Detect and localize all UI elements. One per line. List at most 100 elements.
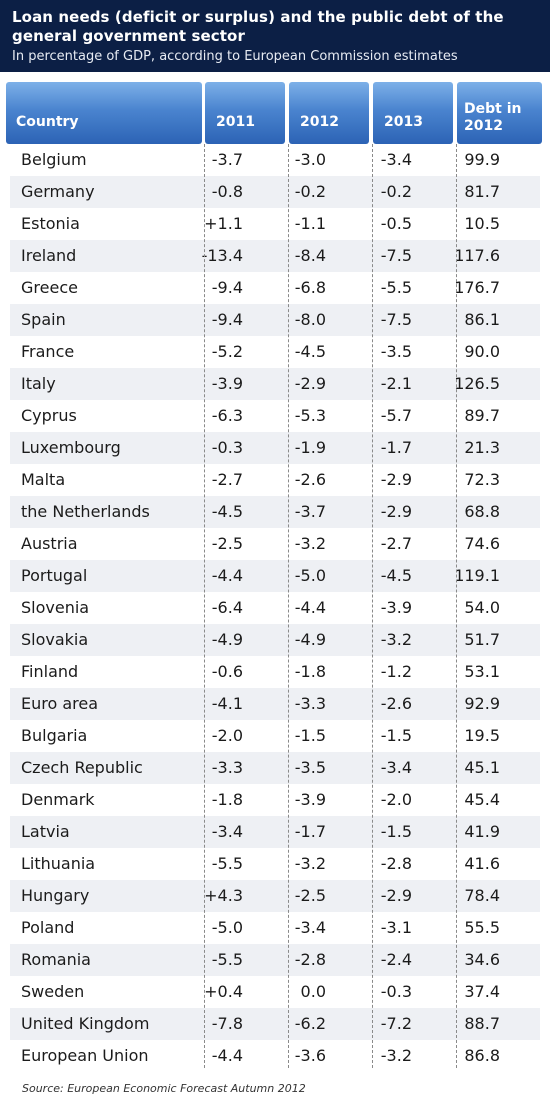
debt-2012-cell: 41.9 (464, 822, 500, 841)
value-2012-cell: -6.2 (294, 1014, 326, 1033)
country-cell: Sweden (21, 982, 85, 1001)
debt-2012-cell: 92.9 (464, 694, 500, 713)
value-2012-cell: -3.6 (294, 1046, 326, 1065)
debt-2012-cell: 54.0 (464, 598, 500, 617)
country-cell: Romania (21, 950, 91, 969)
value-2012-cell: -5.3 (294, 406, 326, 425)
debt-2012-cell: 45.1 (464, 758, 500, 777)
value-2012-cell: -3.7 (294, 502, 326, 521)
table-row: Greece -9.4 -6.8 -5.5 176.7 (10, 272, 540, 304)
debt-2012-cell: 81.7 (464, 182, 500, 201)
value-2011-cell: -4.1 (211, 694, 243, 713)
value-2011-cell: +0.4 (204, 982, 243, 1001)
debt-2012-cell: 176.7 (454, 278, 500, 297)
country-cell: United Kingdom (21, 1014, 150, 1033)
table-row: Sweden +0.4 0.0 -0.3 37.4 (10, 976, 540, 1008)
value-2011-cell: -4.5 (211, 502, 243, 521)
value-2011-cell: -7.8 (211, 1014, 243, 1033)
debt-2012-cell: 19.5 (464, 726, 500, 745)
header-2012: 2012 (289, 82, 369, 144)
value-2011-cell: +1.1 (204, 214, 243, 233)
header-debt-label: Debt in 2012 (464, 101, 522, 134)
value-2013-cell: -7.5 (380, 310, 412, 329)
column-divider (204, 144, 205, 1068)
value-2011-cell: -0.8 (211, 182, 243, 201)
header-country: Country (6, 82, 202, 144)
value-2013-cell: -3.2 (380, 630, 412, 649)
value-2013-cell: -2.8 (380, 854, 412, 873)
value-2013-cell: -2.9 (380, 502, 412, 521)
debt-2012-cell: 10.5 (464, 214, 500, 233)
value-2012-cell: -3.2 (294, 534, 326, 553)
value-2013-cell: -0.5 (380, 214, 412, 233)
debt-2012-cell: 34.6 (464, 950, 500, 969)
value-2011-cell: -2.0 (211, 726, 243, 745)
debt-2012-cell: 37.4 (464, 982, 500, 1001)
value-2011-cell: -4.4 (211, 566, 243, 585)
debt-2012-cell: 90.0 (464, 342, 500, 361)
value-2011-cell: +4.3 (204, 886, 243, 905)
debt-2012-cell: 117.6 (454, 246, 500, 265)
debt-2012-cell: 119.1 (454, 566, 500, 585)
column-divider (456, 144, 457, 1068)
table-row: Malta -2.7 -2.6 -2.9 72.3 (10, 464, 540, 496)
value-2013-cell: -5.5 (380, 278, 412, 297)
value-2013-cell: -3.2 (380, 1046, 412, 1065)
value-2012-cell: -1.7 (294, 822, 326, 841)
header-debt: Debt in 2012 (457, 82, 542, 144)
debt-2012-cell: 99.9 (464, 150, 500, 169)
value-2013-cell: -1.5 (380, 726, 412, 745)
debt-2012-cell: 51.7 (464, 630, 500, 649)
table-row: United Kingdom -7.8 -6.2 -7.2 88.7 (10, 1008, 540, 1040)
country-cell: Portugal (21, 566, 88, 585)
source-note: Source: European Economic Forecast Autum… (22, 1082, 306, 1095)
country-cell: Ireland (21, 246, 77, 265)
chart-subtitle: In percentage of GDP, according to Europ… (12, 49, 458, 64)
value-2013-cell: -3.9 (380, 598, 412, 617)
country-cell: Spain (21, 310, 66, 329)
country-cell: Hungary (21, 886, 90, 905)
value-2011-cell: -0.3 (211, 438, 243, 457)
table-row: Italy -3.9 -2.9 -2.1 126.5 (10, 368, 540, 400)
value-2013-cell: -2.9 (380, 470, 412, 489)
header-2011: 2011 (205, 82, 285, 144)
column-divider (288, 144, 289, 1068)
country-cell: Bulgaria (21, 726, 88, 745)
value-2011-cell: -13.4 (201, 246, 243, 265)
value-2012-cell: -3.2 (294, 854, 326, 873)
debt-2012-cell: 53.1 (464, 662, 500, 681)
value-2012-cell: -4.5 (294, 342, 326, 361)
value-2011-cell: -2.5 (211, 534, 243, 553)
value-2013-cell: -2.6 (380, 694, 412, 713)
value-2012-cell: -8.4 (294, 246, 326, 265)
country-cell: Czech Republic (21, 758, 143, 777)
value-2011-cell: -3.7 (211, 150, 243, 169)
debt-2012-cell: 68.8 (464, 502, 500, 521)
table-row: Slovenia -6.4 -4.4 -3.9 54.0 (10, 592, 540, 624)
value-2011-cell: -3.4 (211, 822, 243, 841)
value-2013-cell: -5.7 (380, 406, 412, 425)
value-2013-cell: -2.9 (380, 886, 412, 905)
value-2012-cell: -1.1 (294, 214, 326, 233)
value-2011-cell: -5.5 (211, 950, 243, 969)
value-2012-cell: -4.9 (294, 630, 326, 649)
value-2012-cell: -8.0 (294, 310, 326, 329)
country-cell: Latvia (21, 822, 70, 841)
value-2013-cell: -0.3 (380, 982, 412, 1001)
country-cell: European Union (21, 1046, 149, 1065)
debt-2012-cell: 45.4 (464, 790, 500, 809)
value-2012-cell: -6.8 (294, 278, 326, 297)
table-row: Hungary +4.3 -2.5 -2.9 78.4 (10, 880, 540, 912)
table-row: Romania -5.5 -2.8 -2.4 34.6 (10, 944, 540, 976)
table-row: Slovakia -4.9 -4.9 -3.2 51.7 (10, 624, 540, 656)
value-2011-cell: -4.9 (211, 630, 243, 649)
table-row: Belgium -3.7 -3.0 -3.4 99.9 (10, 144, 540, 176)
table-row: Cyprus -6.3 -5.3 -5.7 89.7 (10, 400, 540, 432)
value-2012-cell: -2.8 (294, 950, 326, 969)
value-2011-cell: -5.5 (211, 854, 243, 873)
value-2012-cell: -1.8 (294, 662, 326, 681)
table-row: France -5.2 -4.5 -3.5 90.0 (10, 336, 540, 368)
value-2013-cell: -0.2 (380, 182, 412, 201)
value-2012-cell: -1.9 (294, 438, 326, 457)
table-row: Denmark -1.8 -3.9 -2.0 45.4 (10, 784, 540, 816)
